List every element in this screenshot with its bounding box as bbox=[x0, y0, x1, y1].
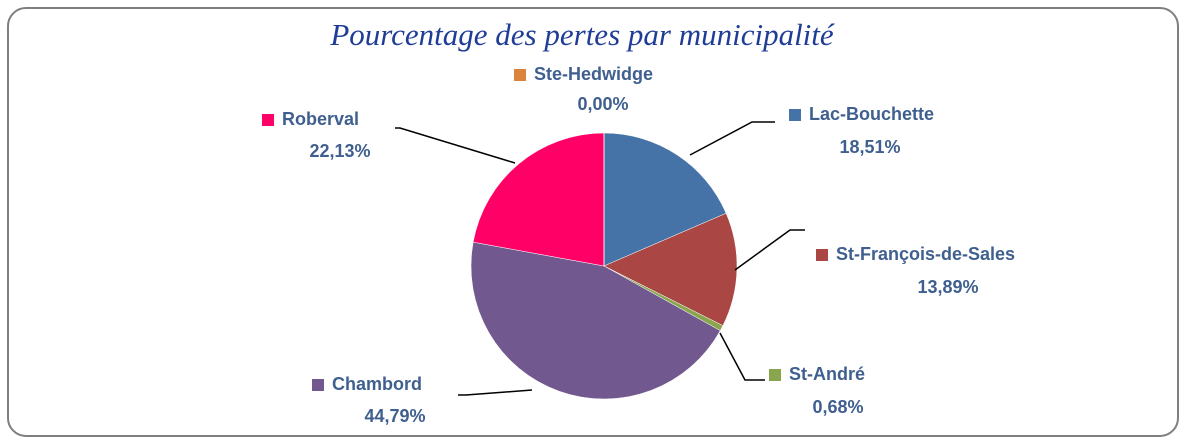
legend-swatch bbox=[789, 109, 801, 121]
leader-line bbox=[734, 229, 805, 271]
pie-slice bbox=[472, 132, 605, 267]
leader-line bbox=[719, 332, 765, 381]
slice-label: St-François-de-Sales bbox=[836, 244, 1015, 264]
slice-value: 44,79% bbox=[364, 406, 425, 426]
slice-value: 0,68% bbox=[812, 397, 863, 417]
legend-swatch bbox=[816, 249, 828, 261]
chart-title: Pourcentage des pertes par municipalité bbox=[329, 17, 835, 52]
legend-swatch bbox=[769, 369, 781, 381]
pie-slice bbox=[603, 212, 738, 326]
slice-label: Roberval bbox=[282, 109, 359, 129]
leader-line bbox=[689, 121, 775, 156]
slice-label: Lac-Bouchette bbox=[809, 104, 934, 124]
leader-line bbox=[395, 127, 516, 164]
slice-value: 13,89% bbox=[917, 277, 978, 297]
slice-value: 18,51% bbox=[839, 137, 900, 157]
slice-value: 22,13% bbox=[309, 141, 370, 161]
legend-swatch bbox=[312, 379, 324, 391]
pie-slice bbox=[470, 241, 721, 400]
slice-value: 0,00% bbox=[577, 94, 628, 114]
leader-line bbox=[458, 389, 533, 396]
pie-slice bbox=[603, 132, 727, 267]
slice-label: Chambord bbox=[332, 374, 422, 394]
slice-label: St-André bbox=[789, 364, 865, 384]
legend-swatch bbox=[262, 114, 274, 126]
legend-swatch bbox=[514, 69, 526, 81]
slice-label: Ste-Hedwidge bbox=[534, 64, 653, 84]
